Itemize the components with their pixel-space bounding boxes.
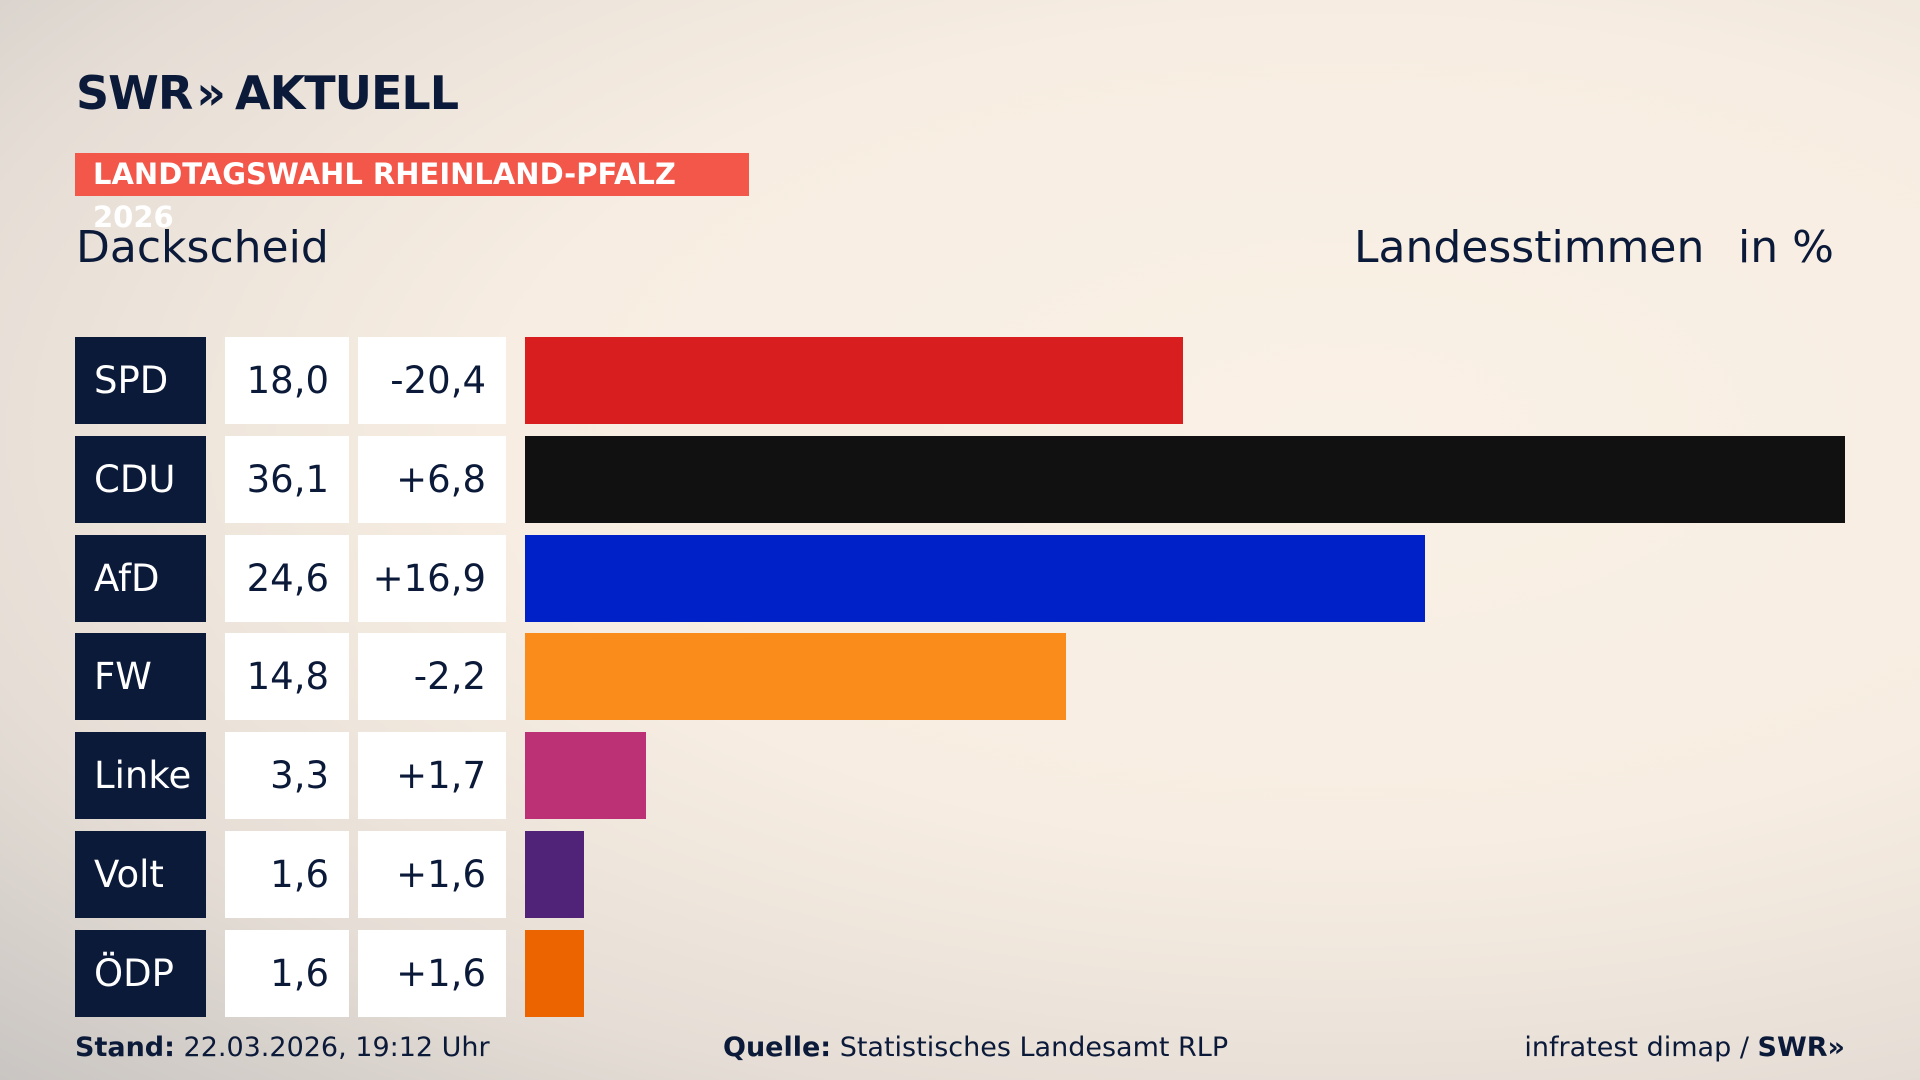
banner: LANDTAGSWAHL RHEINLAND-PFALZ 2026 xyxy=(75,153,749,234)
change-label: +1,6 xyxy=(358,831,506,918)
logo: SWR» AKTUELL xyxy=(76,66,459,120)
unit: in % xyxy=(1738,222,1834,273)
bar xyxy=(525,732,646,820)
party-label: CDU xyxy=(75,435,206,523)
chart-title: Dackscheid xyxy=(76,222,329,273)
change-label: +6,8 xyxy=(358,435,506,523)
value-label: 18,0 xyxy=(225,337,349,424)
value-label: 24,6 xyxy=(225,534,349,622)
bar xyxy=(525,831,584,918)
party-label: AfD xyxy=(75,534,206,622)
party-label: ÖDP xyxy=(75,929,206,1017)
value-label: 36,1 xyxy=(225,435,349,523)
value-label: 1,6 xyxy=(225,929,349,1017)
party-label: Volt xyxy=(75,831,206,918)
logo-name: AKTUELL xyxy=(235,66,459,120)
party-label: SPD xyxy=(75,337,206,424)
bar xyxy=(525,929,584,1017)
value-label: 3,3 xyxy=(225,732,349,820)
credit: infratest dimap / SWR» xyxy=(1524,1032,1845,1063)
bar xyxy=(525,337,1184,424)
bar xyxy=(525,534,1425,622)
party-label: FW xyxy=(75,633,206,721)
bar xyxy=(525,435,1845,523)
stand: Stand: 22.03.2026, 19:12 Uhr xyxy=(75,1032,490,1063)
change-label: -20,4 xyxy=(358,337,506,424)
value-label: 1,6 xyxy=(225,831,349,918)
bar xyxy=(525,633,1067,721)
source: Quelle: Statistisches Landesamt RLP xyxy=(723,1032,1229,1063)
change-label: +1,7 xyxy=(358,732,506,820)
change-label: +16,9 xyxy=(358,534,506,622)
change-label: +1,6 xyxy=(358,929,506,1017)
party-label: Linke xyxy=(75,732,206,820)
value-label: 14,8 xyxy=(225,633,349,721)
change-label: -2,2 xyxy=(358,633,506,721)
logo-brand: SWR xyxy=(76,66,193,120)
chart-subtitle: Landesstimmen xyxy=(1354,222,1705,273)
